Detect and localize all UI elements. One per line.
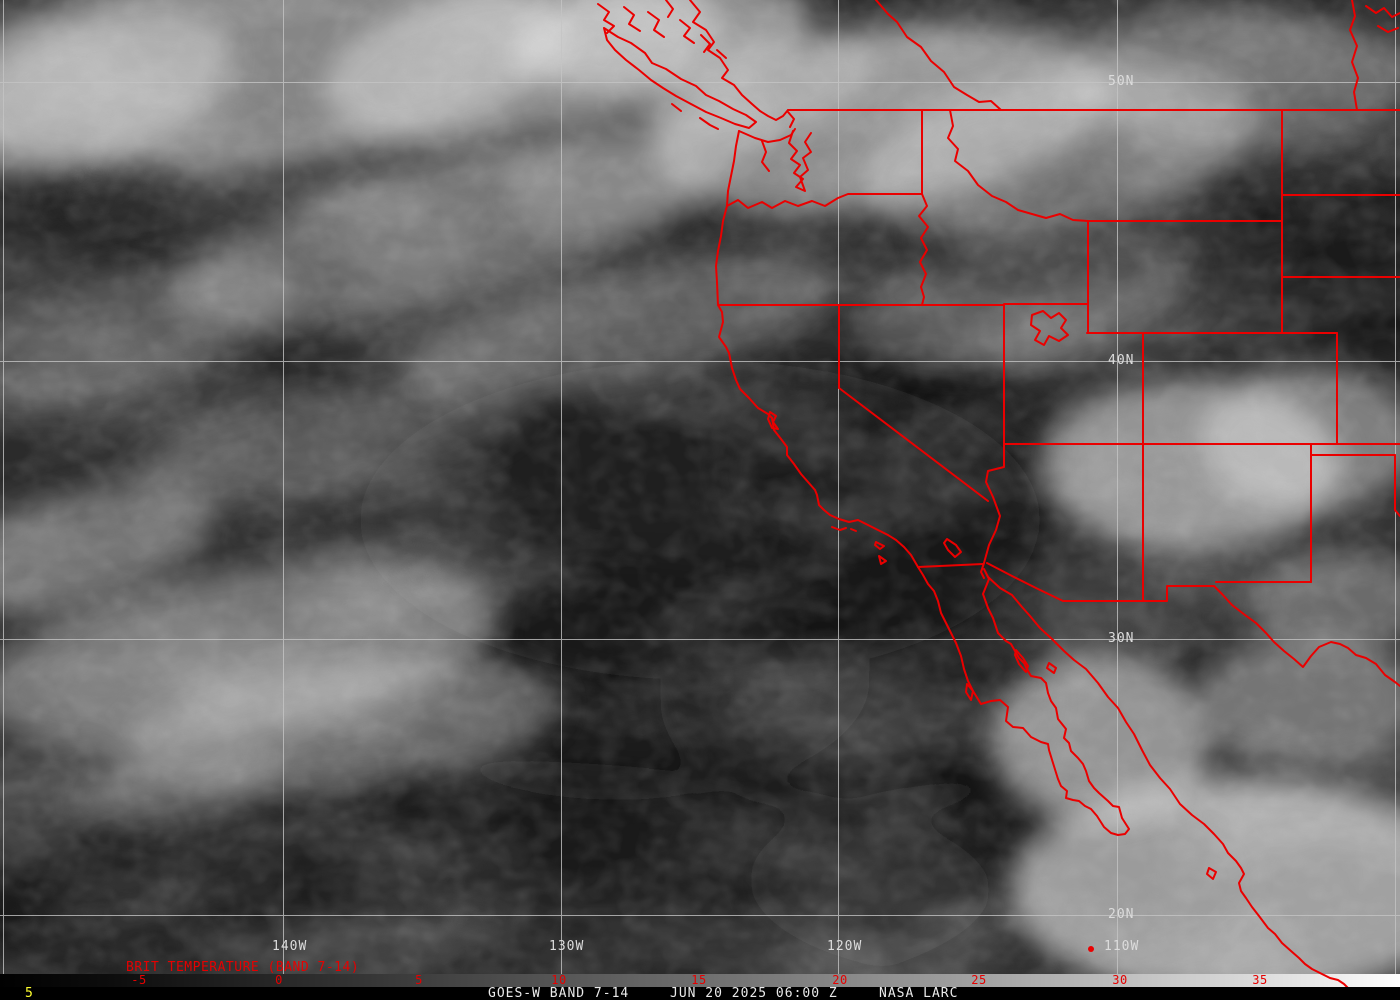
colorbar-tick: 5 — [415, 973, 423, 987]
colorbar-tick: -5 — [131, 973, 147, 987]
colorbar-tick: 25 — [971, 973, 987, 987]
data-source: NASA LARC — [879, 986, 959, 1000]
fine-noise — [0, 0, 1400, 974]
colorbar-tick: 35 — [1252, 973, 1268, 987]
timestamp: JUN 20 2025 06:00 Z — [670, 986, 838, 1000]
colorbar-tick: 15 — [691, 973, 707, 987]
product-name: GOES-W BAND 7-14 — [488, 986, 630, 1000]
longitude-label-140w: 140W — [272, 939, 308, 954]
latitude-label-20n: 20N — [1108, 907, 1135, 922]
colorbar-tick: 30 — [1112, 973, 1128, 987]
coarse-noise — [0, 0, 1400, 974]
latitude-label-30n: 30N — [1108, 631, 1135, 646]
colorbar-tick: 10 — [551, 973, 567, 987]
colorbar-tick: 20 — [832, 973, 848, 987]
frame-number: 5 — [25, 986, 34, 1000]
longitude-label-130w: 130W — [549, 939, 585, 954]
cloud-regions — [0, 0, 1400, 974]
cloud-layer — [0, 0, 1400, 974]
colorbar-tick: 0 — [275, 973, 283, 987]
dark-regions — [0, 90, 1400, 974]
status-bar: 5 GOES-W BAND 7-14 JUN 20 2025 06:00 Z N… — [0, 987, 1400, 1000]
longitude-label-120w: 120W — [827, 939, 863, 954]
latitude-label-40n: 40N — [1108, 353, 1135, 368]
latitude-label-50n: 50N — [1108, 74, 1135, 89]
product-legend: BRIT TEMPERATURE (BAND 7-14) — [126, 960, 360, 975]
longitude-label-110w: 110W — [1104, 939, 1140, 954]
satellite-image — [0, 0, 1400, 974]
